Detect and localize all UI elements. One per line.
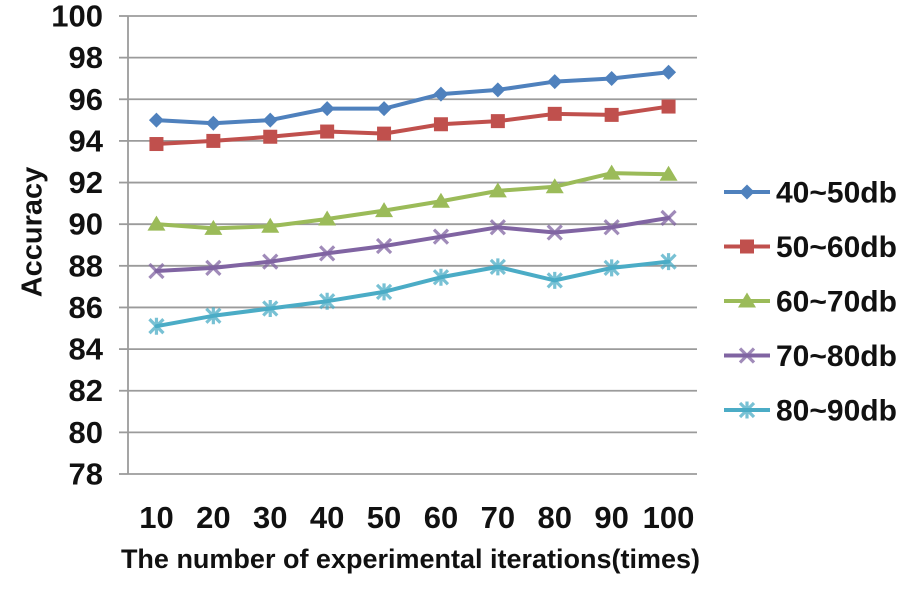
data-point: [433, 86, 449, 102]
x-tick-label: 70: [481, 500, 515, 535]
series-line-70-80db: [154, 215, 671, 274]
data-point: [546, 224, 563, 241]
data-point: [318, 210, 337, 226]
data-point: [319, 245, 336, 262]
data-point: [206, 133, 221, 148]
x-tick-label: 30: [253, 500, 287, 535]
data-point: [205, 307, 222, 325]
data-point: [205, 115, 221, 131]
series-line-60-70db: [154, 171, 671, 231]
data-point: [488, 182, 507, 198]
data-point: [319, 101, 335, 117]
legend-swatch-marker: [739, 184, 755, 200]
legend-swatch-marker: [738, 292, 756, 308]
data-point: [147, 215, 166, 231]
y-tick-label: 88: [69, 248, 103, 283]
legend-swatch-marker: [740, 239, 754, 254]
y-tick-label: 82: [69, 373, 103, 408]
data-point: [547, 106, 562, 121]
data-point: [205, 259, 222, 277]
legend-label: 50~60db: [776, 231, 897, 264]
series-line-50-60db: [154, 104, 671, 147]
data-point: [261, 217, 280, 233]
x-tick-label: 40: [310, 500, 344, 535]
data-point: [262, 253, 279, 270]
legend-label: 80~90db: [776, 395, 897, 428]
data-point: [319, 292, 336, 310]
data-point: [148, 317, 165, 335]
x-tick-label: 100: [643, 500, 695, 535]
data-point: [431, 192, 450, 208]
data-point: [262, 112, 278, 128]
data-point: [432, 228, 450, 245]
data-point: [320, 124, 335, 139]
data-point: [659, 165, 678, 181]
legend-label: 60~70db: [776, 286, 897, 319]
data-point: [377, 126, 392, 141]
y-axis-title: Accuracy: [16, 166, 49, 298]
x-tick-label: 20: [196, 500, 230, 535]
data-point: [604, 70, 620, 86]
x-tick-label: 50: [367, 500, 401, 535]
data-point: [660, 209, 677, 227]
data-point: [660, 253, 677, 271]
x-tick-label: 90: [594, 500, 628, 535]
data-point: [603, 219, 620, 236]
series-line-80-90db: [154, 259, 671, 329]
y-tick-label: 84: [69, 332, 104, 367]
data-point: [148, 262, 165, 280]
series-line-40-50db: [154, 70, 671, 126]
data-point: [602, 164, 621, 180]
y-tick-label: 100: [51, 0, 103, 34]
data-point: [489, 219, 506, 236]
data-point: [433, 117, 448, 132]
legend-swatch-marker: [738, 401, 756, 419]
data-point: [545, 178, 564, 194]
y-tick-label: 86: [69, 290, 103, 325]
data-point: [489, 258, 506, 276]
data-point: [661, 64, 677, 80]
data-point: [262, 299, 279, 317]
data-point: [432, 268, 450, 286]
data-point: [604, 107, 619, 122]
y-tick-label: 96: [69, 82, 103, 117]
data-point: [375, 237, 393, 255]
data-point: [603, 259, 620, 277]
data-point: [148, 112, 164, 128]
legend-label: 40~50db: [776, 177, 897, 210]
y-tick-label: 78: [69, 457, 103, 492]
y-tick-label: 90: [69, 207, 103, 242]
data-point: [204, 219, 223, 235]
y-tick-label: 80: [69, 415, 103, 450]
data-point: [546, 271, 563, 289]
data-point: [490, 114, 505, 129]
legend-swatch-marker: [738, 347, 756, 364]
x-tick-label: 10: [139, 500, 173, 535]
x-tick-label: 80: [538, 500, 572, 535]
data-point: [661, 99, 676, 114]
data-point: [376, 101, 392, 117]
data-point: [547, 74, 563, 90]
data-point: [263, 129, 278, 144]
legend-label: 70~80db: [776, 340, 897, 373]
x-axis-title: The number of experimental iterations(ti…: [120, 544, 701, 574]
y-tick-label: 98: [69, 40, 103, 75]
y-tick-label: 92: [69, 165, 103, 200]
x-tick-label: 60: [424, 500, 458, 535]
data-point: [375, 202, 394, 218]
data-point: [149, 137, 164, 152]
y-tick-label: 94: [69, 123, 104, 158]
data-point: [375, 283, 393, 301]
data-point: [490, 82, 506, 98]
